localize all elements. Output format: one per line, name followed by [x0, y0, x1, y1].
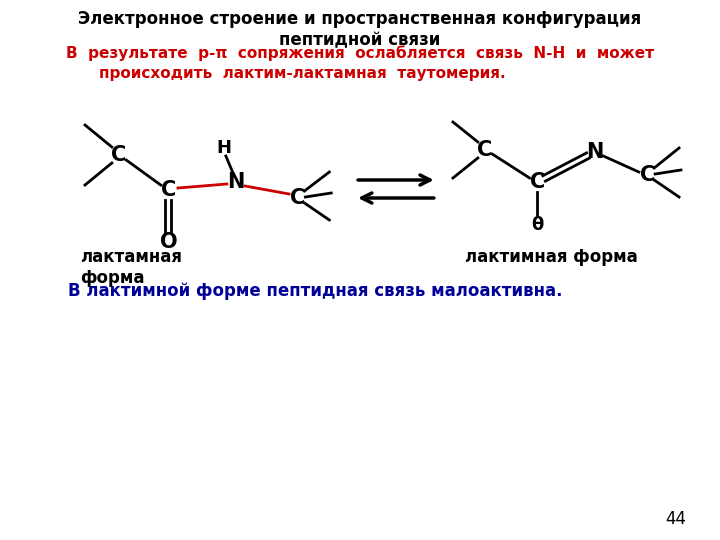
Text: O: O: [160, 232, 177, 252]
Text: C: C: [640, 165, 655, 185]
Text: 44: 44: [665, 510, 685, 528]
Text: лактамная
форма: лактамная форма: [80, 248, 182, 287]
Text: θ: θ: [531, 216, 544, 234]
Text: C: C: [530, 172, 545, 192]
Text: N: N: [586, 142, 603, 162]
Text: лактимная форма: лактимная форма: [465, 248, 638, 266]
Text: C: C: [161, 180, 176, 200]
Text: Электронное строение и пространственная конфигурация
пептидной связи: Электронное строение и пространственная …: [78, 10, 642, 49]
Text: C: C: [477, 140, 492, 160]
Text: В  результате  р-π  сопряжения  ослабляется  связь  N-H  и  может: В результате р-π сопряжения ослабляется …: [66, 45, 654, 60]
Text: H: H: [217, 139, 231, 157]
Text: C: C: [111, 145, 126, 165]
Text: N: N: [227, 172, 244, 192]
Text: C: C: [290, 188, 305, 208]
Text: происходить  лактим-лактамная  таутомерия.: происходить лактим-лактамная таутомерия.: [99, 66, 506, 81]
Text: В лактимной форме пептидная связь малоактивна.: В лактимной форме пептидная связь малоак…: [68, 282, 562, 300]
